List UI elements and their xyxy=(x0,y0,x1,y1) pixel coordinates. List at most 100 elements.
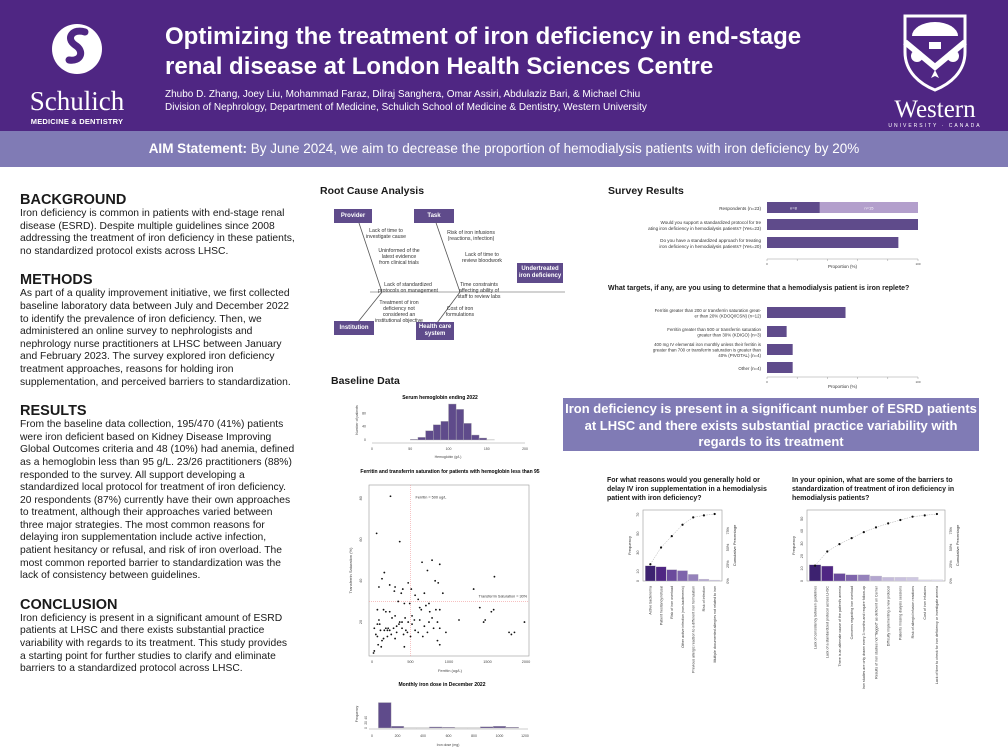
cumulative-point xyxy=(911,515,914,518)
bar-label: er than 20% (KDOQI/CSN) (n=12) xyxy=(695,313,762,318)
x-tick-label: 0 xyxy=(371,734,373,738)
histogram-bar xyxy=(492,726,507,729)
y2-axis-label: Cumulative Percentage xyxy=(732,524,737,566)
category-label: Multiple documented allergies not relate… xyxy=(713,586,717,663)
histogram-bar xyxy=(390,726,405,729)
cause-provider-1: Lack of time to investigate cause xyxy=(365,228,407,240)
scatter-point xyxy=(398,540,401,543)
scatter-point xyxy=(386,635,389,638)
western-logo: Western UNIVERSITY · CANADA xyxy=(880,12,990,129)
y-tick-label: 40 xyxy=(800,529,804,533)
conclusion-text: Iron deficiency is present in a signific… xyxy=(20,612,288,675)
y-tick-label: 40 xyxy=(362,425,366,429)
barriers-question: In your opinion, what are some of the ba… xyxy=(792,477,955,502)
x-axis-label: Hemoglobin (g/L) xyxy=(435,455,462,459)
scatter-point xyxy=(386,629,389,632)
scatter-point xyxy=(425,604,427,607)
cumulative-point xyxy=(670,535,673,538)
category-label: Other active infection (non-bacteremic) xyxy=(681,586,685,648)
y2-tick-label: 50% xyxy=(949,543,953,551)
category-label: Patient hesitancy/refusal xyxy=(659,586,663,625)
y-axis-label: Frequency xyxy=(627,536,632,555)
ferritin-scatter-plot: Ferritin and transferrin saturation for … xyxy=(348,469,540,673)
histogram-bar xyxy=(425,430,434,441)
scatter-point xyxy=(387,627,390,630)
scatter-point xyxy=(384,610,387,613)
histogram-bar xyxy=(432,424,442,441)
bar-label: Ferritin greater than 500 or transferrin… xyxy=(667,327,761,332)
scatter-point xyxy=(394,614,396,617)
scatter-point xyxy=(431,559,433,562)
scatter-point xyxy=(388,610,391,613)
category-label: Risk of allergic/infusion reactions xyxy=(911,586,915,639)
cumulative-point xyxy=(874,526,878,529)
scatter-point xyxy=(397,600,400,603)
cause-institution-2: Treatment of iron deficiency not conside… xyxy=(375,300,423,324)
schulich-name: Schulich xyxy=(29,86,125,116)
y2-tick-label: 0% xyxy=(726,578,730,584)
scatter-point xyxy=(484,619,487,621)
poster-header: Schulich MEDICINE & DENTISTRY Optimizing… xyxy=(0,0,1008,131)
pareto-bar xyxy=(870,575,882,582)
scatter-point xyxy=(426,569,429,572)
ferritin-annotation: Ferritin = 500 ug/L xyxy=(416,495,447,499)
y2-tick-label: 25% xyxy=(949,560,953,568)
y-axis-label: Transferrin Saturation (%) xyxy=(348,547,353,594)
hold-reasons-pareto: Active bacteremia Patient hesitancy/refus… xyxy=(627,509,737,673)
pareto-bar xyxy=(645,565,656,582)
y-tick-label: 50 xyxy=(800,517,804,521)
category-label: Results of iron studies not "flagged" as… xyxy=(874,585,878,679)
cumulative-point xyxy=(826,550,829,553)
bar-label: 40% (PIVOTAL) (n=4) xyxy=(718,353,761,358)
scatter-point xyxy=(381,577,383,580)
scatter-point xyxy=(382,637,385,640)
x-tick-label: 0 xyxy=(371,660,373,664)
cumulative-line xyxy=(814,513,937,566)
histogram-bar xyxy=(463,423,472,441)
scatter-point xyxy=(414,629,417,632)
cumulative-point xyxy=(681,523,684,526)
y-tick-label: 0 xyxy=(800,580,804,582)
fishbone-provider: Provider xyxy=(334,209,372,223)
cumulative-point xyxy=(649,563,652,566)
poster-title: Optimizing the treatment of iron deficie… xyxy=(165,22,865,82)
histogram-bar xyxy=(378,702,392,729)
x-tick-label: 1000 xyxy=(496,734,504,738)
scatter-point xyxy=(431,617,433,619)
category-label: Lack of a standardized protocol across L… xyxy=(826,586,830,659)
scatter-point xyxy=(390,633,393,636)
results-heading: RESULTS xyxy=(20,403,87,420)
histogram-bar xyxy=(440,421,449,441)
hemoglobin-histogram: Serum hemoglobin ending 2022 0 50 100 150 200… xyxy=(355,395,528,459)
cause-healthcare-1: Time constraints affecting ability of st… xyxy=(457,282,501,300)
x-tick-label: 2000 xyxy=(522,660,530,664)
chart-title: Monthly iron dose in December 2022 xyxy=(399,682,486,688)
category-label: Risk of infection xyxy=(702,586,706,611)
conclusion-heading: CONCLUSION xyxy=(20,596,118,613)
y2-axis-label: Cumulative Percentage xyxy=(955,524,960,566)
scatter-point xyxy=(510,633,513,636)
scatter-point xyxy=(401,627,403,630)
plot-frame xyxy=(368,484,530,657)
scatter-point xyxy=(378,586,380,588)
scatter-point xyxy=(438,627,441,630)
x-tick-label: 50 xyxy=(408,447,412,451)
cumulative-point xyxy=(923,514,926,517)
category-label: Patients missing dialysis sessions xyxy=(899,586,903,640)
left-column: BACKGROUND Iron deficiency is common in … xyxy=(20,192,295,687)
bar-label: iron deficiency in hemodialysis patients… xyxy=(659,244,761,249)
scatter-point xyxy=(380,645,383,648)
histogram-bar xyxy=(410,439,419,441)
y-tick-label: 0 xyxy=(364,438,366,442)
segment-label: n=15 xyxy=(864,206,874,211)
survey-bar xyxy=(767,362,793,373)
title-line-2: renal disease at London Health Sciences … xyxy=(165,53,714,80)
authors: Zhubo D. Zhang, Joey Liu, Mohammad Faraz… xyxy=(165,89,641,100)
scatter-point xyxy=(395,625,398,628)
targets-question: What targets, if any, are you using to d… xyxy=(608,285,910,292)
survey-bar xyxy=(767,307,846,318)
scatter-point xyxy=(403,602,406,605)
chart-title: Serum hemoglobin ending 2022 xyxy=(402,395,478,401)
x-tick-label: 800 xyxy=(471,734,477,738)
fishbone-health-care: Health care system xyxy=(416,322,454,340)
